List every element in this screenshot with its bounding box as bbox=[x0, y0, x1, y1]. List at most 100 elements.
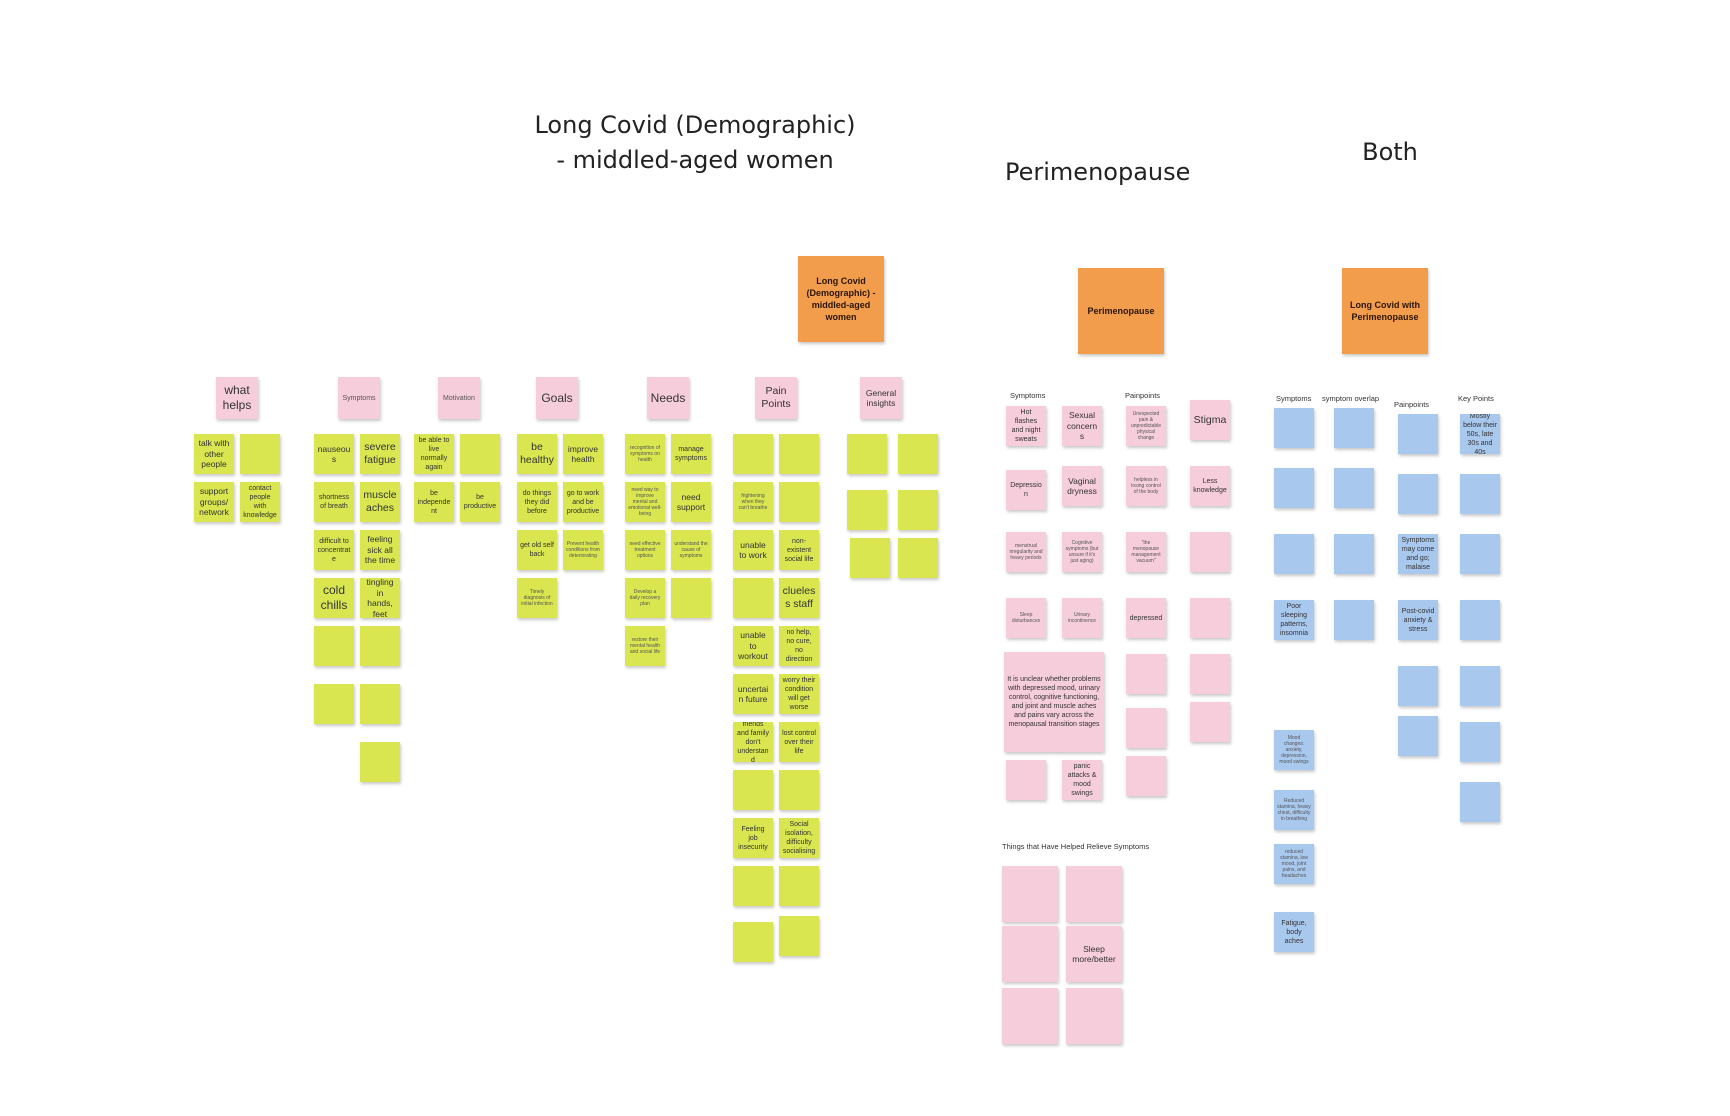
sticky-note[interactable] bbox=[1066, 866, 1122, 922]
sticky-note[interactable] bbox=[1398, 474, 1438, 514]
sticky-note[interactable]: Unexpected pain & unpredictable physical… bbox=[1126, 406, 1166, 446]
header-what-helps[interactable]: what helps bbox=[216, 377, 258, 419]
sticky-note[interactable]: be independent bbox=[414, 482, 454, 522]
sticky-note[interactable] bbox=[779, 866, 819, 906]
sticky-note[interactable]: non-existent social life bbox=[779, 530, 819, 570]
sticky-note[interactable]: understand the cause of symptoms bbox=[671, 530, 711, 570]
sticky-note[interactable]: Prevent health conditions from deteriora… bbox=[563, 530, 603, 570]
sticky-note[interactable]: improve health bbox=[563, 434, 603, 474]
sticky-note[interactable] bbox=[1460, 722, 1500, 762]
sticky-note[interactable]: nauseous bbox=[314, 434, 354, 474]
sticky-note[interactable] bbox=[779, 916, 819, 956]
sticky-note[interactable] bbox=[1190, 532, 1230, 572]
sticky-note[interactable]: Symptoms may come and go; malaise bbox=[1398, 534, 1438, 574]
sticky-note[interactable] bbox=[1274, 408, 1314, 448]
sticky-note[interactable] bbox=[1126, 654, 1166, 694]
sticky-note[interactable] bbox=[779, 770, 819, 810]
sticky-note[interactable] bbox=[1066, 988, 1122, 1044]
sticky-note[interactable] bbox=[1126, 756, 1166, 796]
sticky-note[interactable]: no help, no cure, no direction bbox=[779, 626, 819, 666]
sticky-note[interactable] bbox=[779, 482, 819, 522]
sticky-note[interactable] bbox=[240, 434, 280, 474]
header-motivation[interactable]: Motivation bbox=[438, 377, 480, 419]
sticky-note[interactable]: support groups/ network bbox=[194, 482, 234, 522]
sticky-note[interactable] bbox=[1460, 534, 1500, 574]
sticky-note[interactable] bbox=[779, 434, 819, 474]
sticky-note[interactable]: Depression bbox=[1006, 470, 1046, 510]
sticky-note[interactable]: menstrual irregularity and heavy periods bbox=[1006, 532, 1046, 572]
sticky-note[interactable]: Fatigue, body aches bbox=[1274, 912, 1314, 952]
sticky-note[interactable]: Reduced stamina, heavy chest, difficulty… bbox=[1274, 790, 1314, 830]
sticky-note[interactable]: Cognitive symptoms (but unsure if it's j… bbox=[1062, 532, 1102, 572]
sticky-note[interactable]: lost control over their life bbox=[779, 722, 819, 762]
sticky-note[interactable] bbox=[1398, 716, 1438, 756]
sticky-note[interactable] bbox=[671, 578, 711, 618]
sticky-note[interactable]: Feeling job insecurity bbox=[733, 818, 773, 858]
sticky-note[interactable] bbox=[1334, 468, 1374, 508]
sticky-note[interactable]: recognition of symptoms on health bbox=[625, 434, 665, 474]
sticky-note[interactable]: shortness of breath bbox=[314, 482, 354, 522]
sticky-note[interactable]: Mood changes: anxiety, depression, mood … bbox=[1274, 730, 1314, 770]
sticky-note[interactable] bbox=[314, 626, 354, 666]
sticky-note[interactable]: need way to improve mental and emotional… bbox=[625, 482, 665, 522]
sticky-note[interactable]: muscle aches bbox=[360, 482, 400, 522]
sticky-note[interactable] bbox=[1190, 598, 1230, 638]
sticky-note[interactable]: be able to live normally again bbox=[414, 434, 454, 474]
sticky-note[interactable] bbox=[1002, 988, 1058, 1044]
sticky-note[interactable]: It is unclear whether problems with depr… bbox=[1004, 652, 1104, 752]
sticky-note[interactable] bbox=[1334, 408, 1374, 448]
sticky-note[interactable]: Less knowledge bbox=[1190, 466, 1230, 506]
sticky-note[interactable] bbox=[1398, 666, 1438, 706]
sticky-note[interactable] bbox=[850, 538, 890, 578]
orange-note-both[interactable]: Long Covid with Perimenopause bbox=[1342, 268, 1428, 354]
sticky-note[interactable] bbox=[360, 626, 400, 666]
sticky-note[interactable]: Develop a daily recovery plan bbox=[625, 578, 665, 618]
header-symptoms[interactable]: Symptoms bbox=[338, 377, 380, 419]
sticky-note[interactable]: uncertain future bbox=[733, 674, 773, 714]
sticky-note[interactable]: tingling in hands, feet bbox=[360, 578, 400, 618]
sticky-note[interactable]: Mostly below their 50s, late 30s and 40s bbox=[1460, 414, 1500, 454]
sticky-note[interactable]: frightening when they can't breathe bbox=[733, 482, 773, 522]
sticky-note[interactable]: Stigma bbox=[1190, 400, 1230, 440]
sticky-note[interactable]: talk with other people bbox=[194, 434, 234, 474]
sticky-note[interactable]: do things they did before bbox=[517, 482, 557, 522]
sticky-note[interactable] bbox=[1002, 866, 1058, 922]
sticky-note[interactable] bbox=[1460, 666, 1500, 706]
sticky-note[interactable]: unable to work bbox=[733, 530, 773, 570]
sticky-note[interactable] bbox=[1190, 702, 1230, 742]
sticky-note[interactable] bbox=[1334, 534, 1374, 574]
header-needs[interactable]: Needs bbox=[647, 377, 689, 419]
sticky-note[interactable]: clueless staff bbox=[779, 578, 819, 618]
header-pain-points[interactable]: Pain Points bbox=[755, 377, 797, 419]
sticky-note[interactable] bbox=[1460, 474, 1500, 514]
header-general-insights[interactable]: General insights bbox=[860, 377, 902, 419]
sticky-note[interactable]: depressed bbox=[1126, 598, 1166, 638]
sticky-note[interactable]: unable to workout bbox=[733, 626, 773, 666]
header-goals[interactable]: Goals bbox=[536, 377, 578, 419]
sticky-note[interactable] bbox=[733, 434, 773, 474]
sticky-note[interactable]: Poor sleeping patterns, insomnia bbox=[1274, 600, 1314, 640]
sticky-note[interactable] bbox=[898, 490, 938, 530]
sticky-note[interactable] bbox=[733, 922, 773, 962]
sticky-note[interactable]: Sleep disturbances bbox=[1006, 598, 1046, 638]
sticky-note[interactable]: get old self back bbox=[517, 530, 557, 570]
sticky-note[interactable]: Vaginal dryness bbox=[1062, 466, 1102, 506]
sticky-note[interactable]: difficult to concentrate bbox=[314, 530, 354, 570]
sticky-note[interactable]: Timely diagnosis of initial infection bbox=[517, 578, 557, 618]
sticky-note[interactable] bbox=[360, 684, 400, 724]
sticky-note[interactable]: Sleep more/better bbox=[1066, 926, 1122, 982]
sticky-note[interactable]: friends and family don't understand bbox=[733, 722, 773, 762]
sticky-note[interactable] bbox=[898, 538, 938, 578]
sticky-note[interactable] bbox=[1274, 468, 1314, 508]
sticky-note[interactable] bbox=[847, 490, 887, 530]
sticky-note[interactable] bbox=[733, 770, 773, 810]
sticky-note[interactable] bbox=[1460, 600, 1500, 640]
sticky-note[interactable]: Hot flashes and night sweats bbox=[1006, 406, 1046, 446]
sticky-note[interactable]: severe fatigue bbox=[360, 434, 400, 474]
sticky-note[interactable] bbox=[847, 434, 887, 474]
sticky-note[interactable] bbox=[733, 866, 773, 906]
sticky-note[interactable] bbox=[1002, 926, 1058, 982]
sticky-note[interactable] bbox=[1126, 708, 1166, 748]
sticky-note[interactable] bbox=[460, 434, 500, 474]
sticky-note[interactable]: cold chills bbox=[314, 578, 354, 618]
